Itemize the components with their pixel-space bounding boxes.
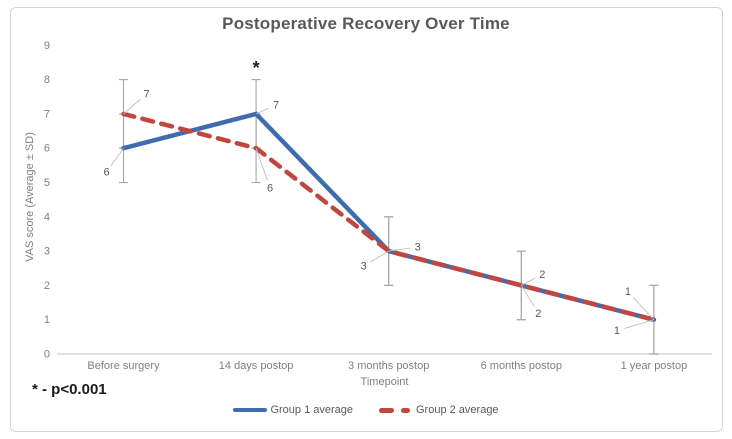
data-label-leader [624,319,655,329]
data-label-leader [255,148,268,181]
data-label-leader [388,247,410,252]
data-label-leader [633,297,655,321]
data-label-leader [521,277,536,286]
significance-asterisk: * [253,58,260,78]
data-label: 3 [361,261,367,273]
legend-label-group-2: Group 2 average [416,404,499,416]
data-label-leader [123,98,141,115]
data-label-leader [110,147,124,166]
group-1-line-swatch [233,408,268,412]
data-label: 6 [103,167,109,179]
y-tick-label: 9 [44,40,50,52]
x-category-label: 1 year postop [621,360,688,372]
y-tick-label: 1 [44,314,50,326]
data-label: 6 [267,183,273,195]
data-label: 1 [625,286,631,298]
y-tick-label: 7 [44,108,50,120]
legend: Group 1 average Group 2 average [0,404,732,416]
y-tick-label: 4 [44,211,50,223]
data-label: 2 [535,308,541,320]
data-label-leader [520,285,535,307]
x-axis-title: Timepoint [360,376,409,388]
x-category-label: 14 days postop [219,360,294,372]
data-label: 2 [539,269,545,281]
legend-item-group-2: Group 2 average [379,404,499,416]
x-category-label: 6 months postop [481,360,562,372]
legend-item-group-1: Group 1 average [233,404,353,416]
data-label-leader [370,250,389,263]
y-tick-label: 0 [44,349,50,361]
data-label: 1 [614,325,620,337]
data-label: 3 [415,242,421,254]
y-tick-label: 6 [44,143,50,155]
x-category-label: 3 months postop [348,360,429,372]
y-tick-label: 3 [44,246,50,258]
y-tick-label: 2 [44,280,50,292]
legend-label-group-1: Group 1 average [270,404,353,416]
group-2-line-swatch [379,407,413,413]
x-category-label: Before surgery [87,360,160,372]
data-label-leader [255,107,269,115]
y-tick-label: 8 [44,74,50,86]
chart-title: Postoperative Recovery Over Time [222,14,510,33]
data-label: 7 [273,99,279,111]
chart-border [10,7,723,432]
significance-footnote: * - p<0.001 [32,381,107,398]
data-label: 7 [143,88,149,100]
y-tick-label: 5 [44,177,50,189]
